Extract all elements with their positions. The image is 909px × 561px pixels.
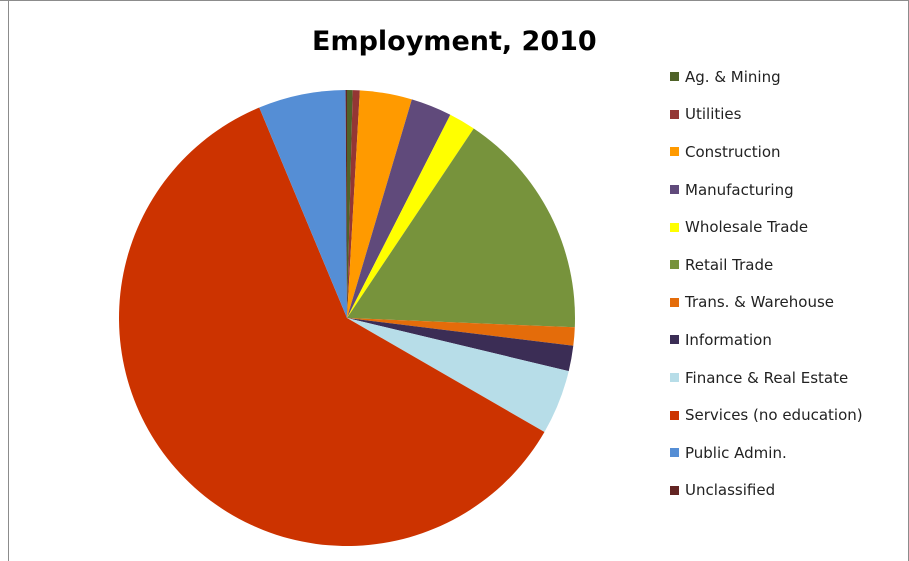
legend-swatch (670, 222, 679, 232)
legend-label: Manufacturing (685, 180, 794, 199)
legend-label: Unclassified (685, 481, 776, 500)
legend-item-unclassified: Unclassified (670, 472, 900, 510)
legend-label: Ag. & Mining (685, 67, 781, 86)
pie-slice-wholesale-trade (347, 114, 474, 319)
legend-swatch (670, 185, 679, 195)
pie-slice-ag-mining (347, 90, 353, 318)
pie-slice-trans-warehouse (347, 318, 575, 346)
legend-item-information: Information (670, 321, 900, 359)
pie-slice-public-admin (259, 90, 347, 318)
legend-swatch (670, 373, 679, 383)
pie-slice-services-no-education (118, 107, 545, 546)
legend-item-manufacturing: Manufacturing (670, 171, 900, 209)
legend-label: Trans. & Warehouse (685, 293, 835, 312)
pie-slice-unclassified (345, 90, 347, 318)
legend-label: Retail Trade (685, 255, 774, 274)
legend-label: Finance & Real Estate (685, 368, 849, 387)
legend-label: Construction (685, 142, 781, 161)
legend-swatch (670, 109, 679, 119)
legend-swatch (670, 335, 679, 345)
legend-label: Services (no education) (685, 406, 863, 425)
legend-swatch (670, 410, 679, 420)
legend-item-public-admin: Public Admin. (670, 434, 900, 472)
legend-swatch (670, 448, 679, 458)
pie-slice-retail-trade (347, 128, 575, 328)
legend-label: Wholesale Trade (685, 218, 809, 237)
legend-label: Information (685, 330, 772, 349)
legend-item-finance-real-estate: Finance & Real Estate (670, 359, 900, 397)
legend-item-utilities: Utilities (670, 96, 900, 134)
pie-slice-information (347, 318, 574, 372)
legend-item-wholesale-trade: Wholesale Trade (670, 208, 900, 246)
legend-label: Public Admin. (685, 443, 787, 462)
legend-label: Utilities (685, 105, 742, 124)
legend-item-retail-trade: Retail Trade (670, 246, 900, 284)
legend: Ag. & Mining Utilities Construction Manufac… (670, 58, 900, 509)
legend-item-services-no-education: Services (no education) (670, 396, 900, 434)
pie-slice-manufacturing (347, 99, 451, 318)
pie-slice-utilities (347, 90, 360, 318)
pie-slices (118, 90, 575, 546)
legend-item-construction: Construction (670, 133, 900, 171)
legend-item-trans-warehouse: Trans. & Warehouse (670, 284, 900, 322)
legend-swatch (670, 147, 679, 157)
legend-swatch (670, 72, 679, 82)
legend-swatch (670, 485, 679, 495)
pie-slice-construction (347, 90, 412, 318)
left-border-line (8, 0, 9, 561)
legend-swatch (670, 260, 679, 270)
legend-swatch (670, 297, 679, 307)
chart-title: Employment, 2010 (312, 26, 597, 57)
pie-slice-finance-real-estate (347, 318, 569, 432)
legend-item-ag-mining: Ag. & Mining (670, 58, 900, 96)
